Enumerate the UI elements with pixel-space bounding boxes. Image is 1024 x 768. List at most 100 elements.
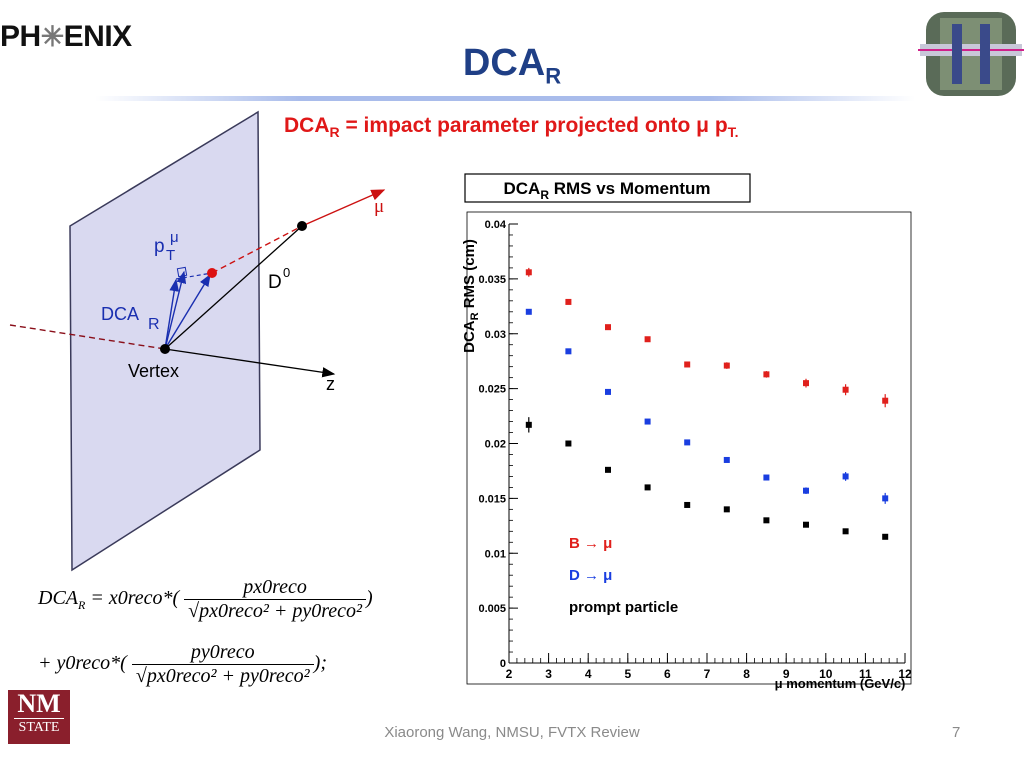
y-tick-label: 0.04 xyxy=(485,219,507,231)
data-point xyxy=(565,298,572,305)
d0-decay-point xyxy=(297,221,307,231)
x-tick-label: 11 xyxy=(859,667,872,681)
phenix-star-icon: ✳ xyxy=(40,21,64,52)
data-point xyxy=(684,439,691,446)
dca-geometry-diagram: μ p T μ D 0 DCA R Vertex z xyxy=(9,110,386,572)
data-point xyxy=(723,506,730,513)
x-tick-label: 10 xyxy=(819,667,833,681)
data-point xyxy=(842,528,849,535)
logo-text-left: PH xyxy=(0,20,41,53)
data-point xyxy=(565,440,572,447)
data-point xyxy=(605,324,611,331)
data-point xyxy=(525,269,532,276)
x-tick-label: 9 xyxy=(783,667,790,681)
chart-title: DCAR RMS vs Momentum xyxy=(503,179,710,202)
data-point xyxy=(723,456,730,463)
y-tick-label: 0.035 xyxy=(478,274,506,286)
z-axis xyxy=(164,348,336,378)
logo-text-right: ENIX xyxy=(63,20,133,53)
formula-fraction-2: py0reco √px0reco² + py0reco² xyxy=(131,641,314,688)
phenix-logo: PH✳ENIX xyxy=(0,20,132,54)
label-pt: p T μ xyxy=(154,229,179,264)
right-angle-marker xyxy=(176,266,188,278)
label-z: z xyxy=(326,374,335,394)
legend-entry: B → μ xyxy=(569,535,612,552)
data-point xyxy=(842,473,849,480)
data-point xyxy=(803,487,809,494)
plot-frame xyxy=(466,211,912,685)
dca-arrow-2 xyxy=(164,270,187,350)
data-point xyxy=(644,336,651,343)
svg-text:T: T xyxy=(166,247,175,264)
y-tick-label: 0.005 xyxy=(478,603,506,615)
svg-text:μ: μ xyxy=(170,229,179,246)
data-point xyxy=(605,466,611,473)
dca-arrow-3 xyxy=(164,273,211,350)
title-divider xyxy=(95,96,915,101)
legend-entry: prompt particle xyxy=(569,599,678,616)
chart-title-box xyxy=(464,173,751,203)
y-axis-ticks: 0 0.005 0.01 0.015 0.02 0.025 0.03 0.035 0.04 xyxy=(478,219,518,670)
data-point xyxy=(605,388,611,395)
y-tick-label: 0.025 xyxy=(478,384,506,396)
x-tick-label: 12 xyxy=(898,667,912,681)
label-d0: D 0 xyxy=(268,265,290,293)
data-point xyxy=(763,517,770,524)
mu-projection-dashed xyxy=(211,225,303,274)
svg-text:R: R xyxy=(148,316,160,333)
data-point xyxy=(842,386,849,393)
x-axis-ticks: 2 3 4 5 6 7 8 9 10 11 12 xyxy=(506,653,912,681)
data-point xyxy=(684,361,691,368)
data-point xyxy=(803,521,809,528)
d0-line xyxy=(164,225,303,350)
x-tick-label: 2 xyxy=(506,667,513,681)
data-point xyxy=(723,362,730,369)
x-tick-label: 3 xyxy=(545,667,552,681)
detector-image xyxy=(918,12,1024,96)
y-tick-label: 0.03 xyxy=(485,329,506,341)
formula-line-2: + y0reco*( py0reco √px0reco² + py0reco² … xyxy=(38,641,327,688)
svg-text:p: p xyxy=(154,236,165,257)
svg-text:D: D xyxy=(268,272,282,293)
x-tick-label: 8 xyxy=(743,667,750,681)
dca-rms-chart: DCAR RMS vs Momentum 0 0.005 0.01 0.015 0.02… xyxy=(461,173,912,691)
nmsu-logo: NM STATE xyxy=(8,690,70,744)
data-point xyxy=(525,421,532,428)
label-dca: DCA R xyxy=(101,304,160,333)
chart-legend: B → μ D → μ prompt particle xyxy=(569,535,678,616)
x-tick-label: 5 xyxy=(624,667,631,681)
transverse-plane xyxy=(69,110,261,572)
x-tick-label: 7 xyxy=(704,667,711,681)
legend-entry: D → μ xyxy=(569,567,612,584)
data-point xyxy=(644,418,651,425)
data-point xyxy=(882,397,889,404)
x-tick-label: 6 xyxy=(664,667,671,681)
x-tick-label: 4 xyxy=(585,667,592,681)
x-axis-title: μ momentum (GeV/c) xyxy=(775,676,906,691)
y-tick-label: 0.015 xyxy=(478,493,506,505)
slide-title: DCAR xyxy=(462,42,562,89)
label-vertex: Vertex xyxy=(128,361,179,381)
page-number: 7 xyxy=(952,724,961,741)
data-point xyxy=(565,348,572,355)
data-point xyxy=(525,308,532,315)
data-point xyxy=(684,501,691,508)
slide-subtitle: DCAR = impact parameter projected onto μ… xyxy=(284,114,739,141)
formula-line-1: DCAR = x0reco*( px0reco √px0reco² + py0r… xyxy=(38,576,373,622)
footer-text: Xiaorong Wang, NMSU, FVTX Review xyxy=(384,724,640,741)
data-point xyxy=(803,380,809,387)
y-tick-label: 0 xyxy=(500,658,506,670)
data-points xyxy=(525,267,889,540)
dca-formula: DCAR = x0reco*( px0reco √px0reco² + py0r… xyxy=(38,576,373,688)
y-tick-label: 0.02 xyxy=(485,439,506,451)
data-point xyxy=(763,474,770,481)
data-point xyxy=(882,495,889,502)
mu-arrow xyxy=(301,189,386,227)
vertex-point xyxy=(160,344,170,354)
data-point xyxy=(763,371,770,378)
dca-arrow-1 xyxy=(164,278,180,350)
projected-point xyxy=(207,268,217,278)
svg-text:DCA: DCA xyxy=(101,304,139,324)
label-mu: μ xyxy=(374,196,384,217)
y-tick-label: 0.01 xyxy=(485,548,506,560)
